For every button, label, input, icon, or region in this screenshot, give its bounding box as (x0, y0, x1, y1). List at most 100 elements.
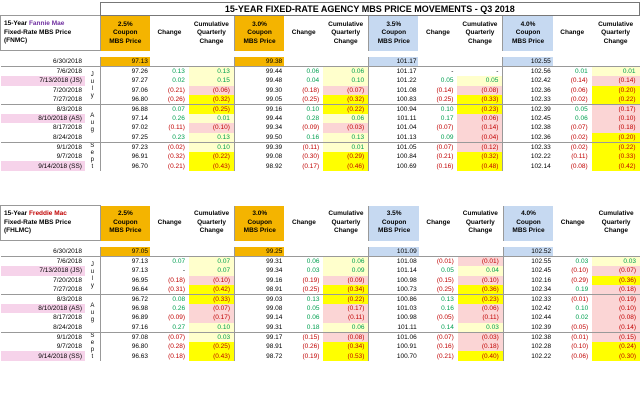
price-cell: 97.27 (99, 76, 150, 86)
change-cell: 0.13 (284, 294, 324, 305)
change-cell: 0.06 (284, 256, 324, 267)
cumulative-cell: (0.10) (592, 304, 640, 314)
price-cell: 98.91 (234, 284, 285, 295)
change-cell: 0.01 (552, 66, 592, 77)
change-cell: - (418, 66, 458, 77)
change-cell (419, 247, 458, 257)
cumulative-cell: 0.06 (323, 114, 369, 124)
change-cell: 0.05 (306, 305, 320, 313)
price-cell: 100.86 (368, 294, 419, 305)
price-cell: 102.16 (502, 275, 554, 285)
cumulative-cell: 0.07 (189, 256, 235, 267)
cumulative-cell (592, 57, 640, 67)
price-cell: 97.08 (99, 331, 151, 343)
change-cell: 0.10 (284, 104, 324, 115)
price-cell: 102.33 (502, 294, 554, 305)
cumulative-cell: (0.06) (457, 304, 504, 314)
price-cell: 102.44 (502, 313, 554, 323)
cumulative-cell: 0.05 (457, 76, 503, 86)
cumulative-cell: (0.03) (323, 123, 369, 133)
price-cell: 99.30 (233, 85, 285, 95)
cumulative-cell: (0.30) (592, 351, 640, 361)
change-cell (418, 57, 457, 67)
cumulative-cell: 0.06 (323, 256, 369, 267)
cumulative-cell: (0.06) (188, 85, 235, 95)
change-cell: (0.25) (302, 285, 320, 293)
cumulative-cell: (0.17) (189, 313, 235, 323)
cumulative-cell: (0.11) (323, 313, 369, 323)
cumulative-cell: (0.53) (323, 351, 369, 361)
change-cell: 0.05 (552, 104, 592, 115)
coupon-header-3: 3.5% Coupon MBS Price (368, 15, 419, 51)
change-cell: (0.25) (436, 285, 454, 293)
price-cell: 102.34 (502, 284, 554, 295)
table-row: 7/20/2018 96.95 (0.18) (0.10) 99.16 (0.19) (0.… (1, 275, 640, 285)
price-cell: 99.16 (233, 104, 285, 115)
change-cell: 0.06 (575, 115, 588, 123)
change-cell: - (182, 267, 186, 275)
cumulative-cell: (0.32) (457, 152, 503, 162)
change-cell: (0.02) (149, 141, 189, 153)
cumulative-cell: (0.33) (457, 94, 503, 105)
change-cell: (0.05) (436, 314, 454, 322)
cumulative-cell (189, 57, 234, 67)
cumulative-cell: (0.22) (591, 141, 640, 153)
price-cell: 101.14 (368, 266, 419, 276)
price-cell: 102.38 (502, 331, 554, 343)
date-cell: 8/24/2018 (53, 133, 82, 141)
cumulative-cell: (0.29) (323, 152, 369, 162)
cumulative-cell: (0.22) (188, 152, 235, 162)
change-header: Change (150, 205, 190, 241)
table-row: 8/24/2018 97.16 0.27 0.10 99.31 0.18 0.06 101.1… (1, 322, 640, 333)
change-cell: (0.02) (552, 141, 592, 153)
change-cell: (0.32) (167, 153, 185, 161)
price-cell: 98.91 (234, 342, 285, 352)
cumulative-cell: 0.13 (188, 132, 235, 143)
date-cell: 9/1/2018 (0, 331, 86, 343)
cumulative-cell: 0.04 (457, 266, 504, 276)
change-header: Change (149, 15, 189, 51)
cumulative-cell: (0.18) (591, 123, 640, 133)
date-cell: 9/14/2018 (SS) (0, 351, 86, 361)
price-cell: 99.48 (233, 76, 285, 86)
date-cell: 7/13/2018 (JS) (0, 76, 85, 86)
cumulative-cell: 0.01 (323, 141, 369, 153)
price-cell: 97.23 (99, 141, 150, 153)
change-cell: (0.30) (302, 153, 320, 161)
cumulative-cell: (0.40) (457, 351, 504, 361)
change-header: Change (553, 205, 593, 241)
change-cell: (0.25) (302, 95, 320, 103)
price-cell: 101.06 (368, 331, 419, 343)
cumulative-header: Cumulative Quarterly Change (189, 205, 235, 241)
change-cell: (0.21) (436, 352, 454, 360)
cumulative-header: Cumulative Quarterly Change (188, 15, 235, 51)
price-cell: 102.33 (502, 94, 553, 105)
date-cell: 7/20/2018 (53, 276, 83, 284)
price-cell: 99.34 (234, 266, 285, 276)
price-cell: 99.34 (233, 123, 285, 133)
change-cell: (0.07) (436, 124, 454, 132)
change-cell: (0.21) (436, 153, 454, 161)
table-row: 9/7/2018 96.80 (0.28) (0.25) 98.91 (0.26) (0.3… (1, 342, 640, 352)
table-row: 6/30/2018 97.13 99.38 101.17 102.55 (1, 57, 640, 67)
change-cell: (0.26) (302, 343, 320, 351)
price-cell: 101.03 (368, 304, 419, 314)
price-cell: 97.13 (99, 57, 150, 67)
change-cell: (0.06) (571, 352, 589, 360)
cumulative-cell: (0.25) (188, 104, 235, 115)
change-cell: (0.16) (436, 162, 454, 170)
price-cell: 96.72 (99, 294, 151, 305)
cumulative-cell: (0.10) (591, 114, 640, 124)
price-cell: 102.33 (502, 141, 553, 153)
price-cell: 99.08 (233, 152, 285, 162)
change-cell: (0.21) (167, 86, 185, 94)
change-cell: (0.06) (570, 86, 588, 94)
change-cell: (0.21) (167, 162, 185, 170)
cumulative-cell (458, 247, 504, 257)
price-cell: 101.08 (368, 85, 419, 95)
change-cell: (0.09) (168, 314, 186, 322)
cumulative-cell: (0.10) (188, 123, 235, 133)
date-cell: 6/30/2018 (53, 248, 83, 255)
change-header: Change (552, 15, 592, 51)
